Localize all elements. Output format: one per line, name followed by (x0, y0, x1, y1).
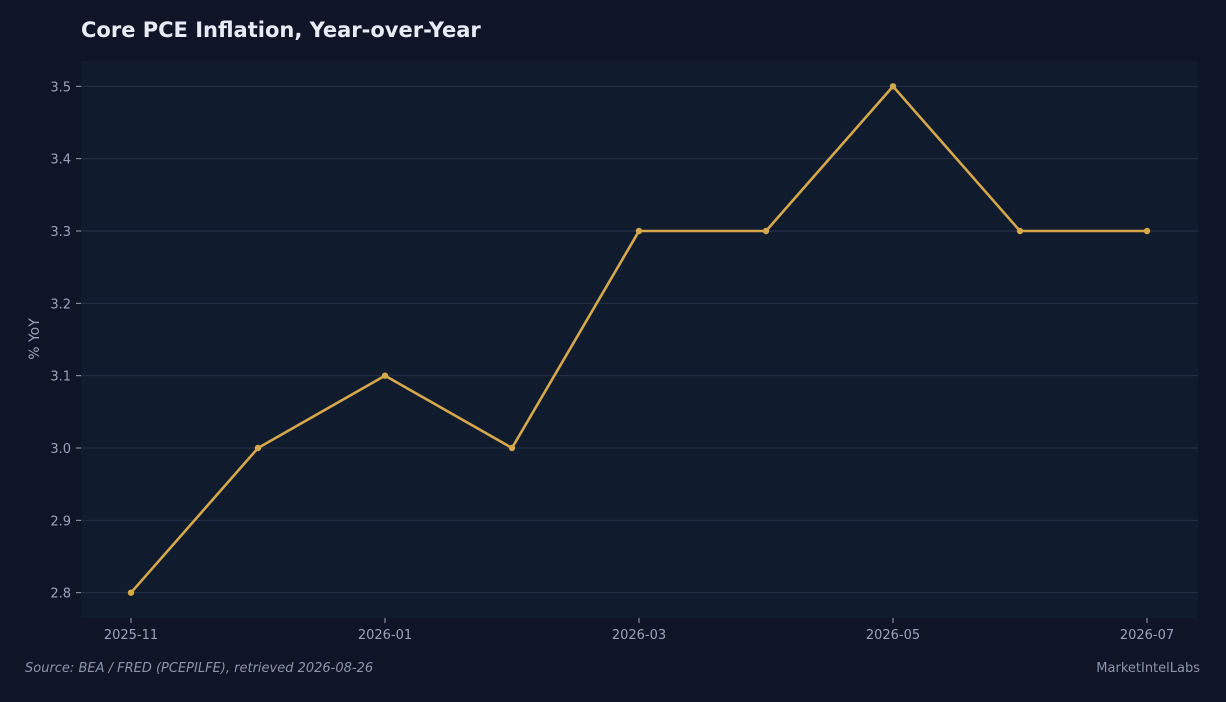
y-tick-label: 3.1 (50, 370, 71, 385)
y-tick-label: 2.9 (50, 514, 71, 529)
x-tick-label: 2026-01 (358, 628, 412, 643)
x-tick-label: 2026-07 (1120, 628, 1174, 643)
y-tick-label: 3.0 (50, 442, 71, 457)
x-axis-ticks: 2025-11 2026-01 2026-03 2026-05 2026-07 (104, 618, 1174, 643)
data-point (762, 227, 770, 235)
data-point (508, 444, 516, 452)
x-tick-label: 2025-11 (104, 628, 158, 643)
plot-area (81, 61, 1198, 618)
data-point (381, 372, 389, 379)
y-tick-label: 3.4 (50, 153, 71, 168)
y-axis-label: % YoY (27, 318, 43, 360)
source-note: Source: BEA / FRED (PCEPILFE), retrieved… (25, 661, 374, 676)
brand-label: MarketIntelLabs (1096, 661, 1200, 676)
data-point (127, 589, 135, 596)
data-point (1016, 227, 1024, 235)
data-point (635, 227, 643, 235)
y-axis-ticks: 2.8 2.9 3.0 3.1 3.2 3.3 3.4 3.5 (50, 80, 81, 602)
x-tick-label: 2026-05 (866, 628, 920, 643)
chart-title: Core PCE Inflation, Year-over-Year (81, 18, 481, 42)
data-point (254, 444, 262, 452)
series-layer (127, 83, 1151, 596)
data-point (1143, 227, 1151, 235)
y-tick-label: 3.2 (50, 297, 71, 312)
y-tick-label: 3.5 (50, 80, 71, 95)
y-tick-label: 2.8 (50, 587, 71, 602)
x-tick-label: 2026-03 (612, 628, 666, 643)
data-point (889, 83, 897, 90)
y-tick-label: 3.3 (50, 225, 71, 240)
